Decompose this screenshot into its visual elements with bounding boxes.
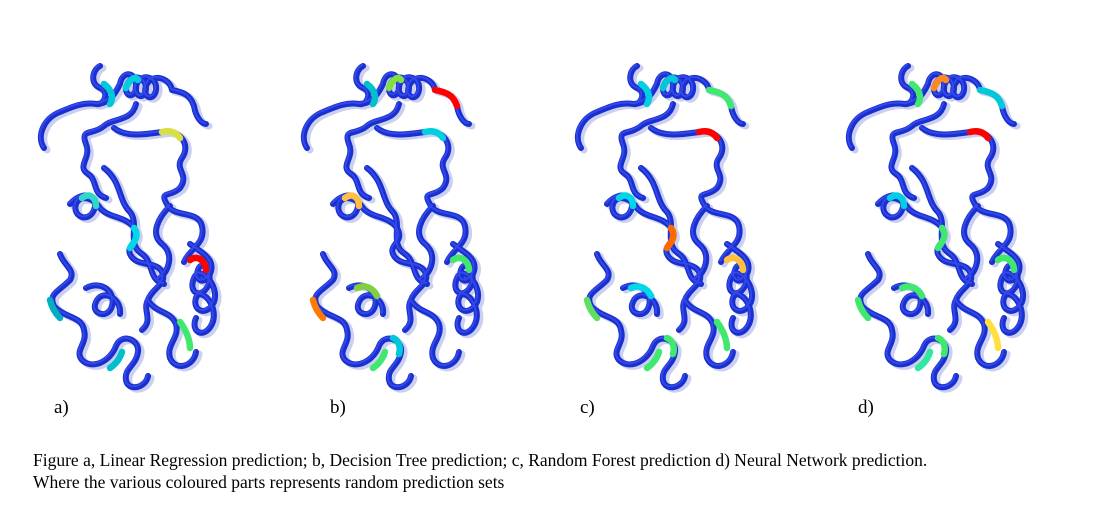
prediction-segment xyxy=(106,348,126,372)
prediction-segment xyxy=(994,254,1018,274)
prediction-segment xyxy=(78,192,100,210)
prediction-segment xyxy=(126,224,140,252)
prediction-segment xyxy=(908,80,924,108)
prediction-segment xyxy=(421,128,447,142)
protein-structure-b xyxy=(300,63,485,393)
prediction-segment xyxy=(637,80,653,108)
caption-line-1: Figure a, Linear Regression prediction; … xyxy=(33,450,928,470)
prediction-segment xyxy=(186,254,210,274)
prediction-segment xyxy=(627,283,655,300)
prediction-segment xyxy=(898,283,926,300)
prediction-segment xyxy=(46,296,64,322)
prediction-segment xyxy=(100,80,116,108)
prediction-segment xyxy=(663,334,677,358)
prediction-segment xyxy=(431,86,461,110)
protein-structure-c xyxy=(574,63,759,393)
panel-label-d: d) xyxy=(858,397,874,418)
prediction-segment xyxy=(713,318,731,352)
prediction-segment xyxy=(176,318,194,352)
protein-structure-d xyxy=(845,63,1030,393)
prediction-segment xyxy=(449,254,473,274)
prediction-segment xyxy=(934,224,948,252)
prediction-segment xyxy=(353,283,381,300)
prediction-segment xyxy=(930,74,950,92)
caption-line-2: Where the various coloured parts represe… xyxy=(33,472,505,492)
prediction-segment xyxy=(976,86,1006,110)
prediction-segment xyxy=(341,192,363,210)
prediction-segment xyxy=(583,296,601,322)
protein-panel-c xyxy=(567,48,797,408)
prediction-segment xyxy=(886,192,908,210)
protein-panel-b xyxy=(293,48,523,408)
backbone-sheen xyxy=(38,64,216,388)
prediction-segment xyxy=(643,348,663,372)
backbone-sheen xyxy=(301,64,479,388)
prediction-segment xyxy=(695,128,721,142)
prediction-segment xyxy=(309,296,327,322)
protein-panel-d xyxy=(838,48,1068,408)
protein-panel-a xyxy=(30,48,260,408)
prediction-segment xyxy=(984,318,1002,352)
prediction-segment xyxy=(385,74,405,92)
prediction-segment xyxy=(914,348,934,372)
protein-structure-a xyxy=(37,63,222,393)
prediction-segment xyxy=(389,334,403,358)
prediction-segment xyxy=(363,80,379,108)
prediction-segment xyxy=(659,74,679,92)
prediction-segment xyxy=(158,128,184,142)
prediction-segment xyxy=(369,348,389,372)
prediction-segment xyxy=(854,296,872,322)
prediction-segment xyxy=(723,254,747,274)
prediction-segment xyxy=(966,128,992,142)
prediction-segment xyxy=(663,224,677,252)
backbone-sheen xyxy=(846,64,1024,388)
figure-caption: Figure a, Linear Regression prediction; … xyxy=(33,449,1093,493)
prediction-segment xyxy=(934,334,948,358)
panel-label-c: c) xyxy=(580,397,595,418)
panel-label-b: b) xyxy=(330,397,346,418)
backbone-sheen xyxy=(575,64,753,388)
prediction-segment xyxy=(705,86,735,110)
panel-label-a: a) xyxy=(54,397,69,418)
prediction-segment xyxy=(122,74,142,92)
prediction-segment xyxy=(615,192,637,210)
